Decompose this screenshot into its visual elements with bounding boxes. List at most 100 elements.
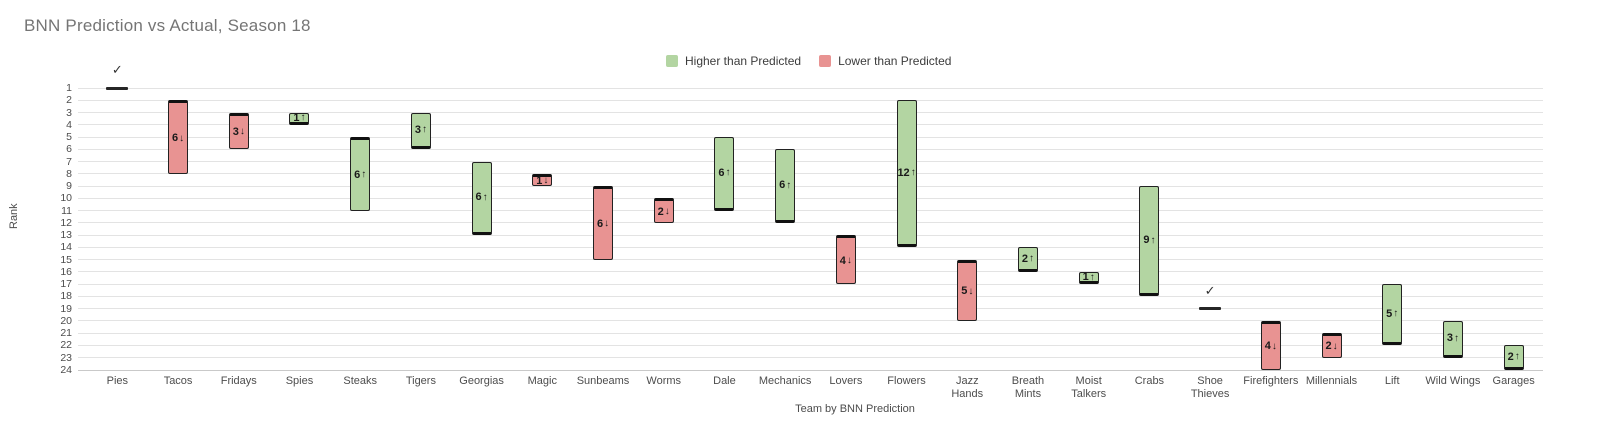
team-range-bar: 6 ↑ (714, 137, 735, 211)
x-axis-title: Team by BNN Prediction (795, 403, 915, 415)
team-range-bar: 6 ↑ (350, 137, 371, 211)
x-tick-team-label: Lovers (829, 375, 863, 387)
bar-change-label: 6 ↑ (779, 179, 792, 192)
team-range-bar: 5 ↓ (957, 259, 978, 321)
y-tick-label: 17 (60, 278, 72, 291)
team-range-bar: 4 ↓ (1260, 320, 1281, 370)
y-axis-title: Rank (8, 203, 20, 229)
bar-change-label: 6 ↓ (172, 132, 185, 145)
y-tick-label: 18 (60, 290, 72, 303)
legend-item: Higher than Predicted (666, 54, 801, 68)
grid-line (78, 124, 1543, 126)
y-tick-label: 23 (60, 351, 72, 364)
y-tick-label: 19 (60, 302, 72, 315)
bar-change-label: 2 ↓ (1325, 340, 1338, 353)
bar-change-label: 6 ↑ (718, 166, 731, 179)
legend-label: Lower than Predicted (838, 54, 952, 68)
grid-line (78, 357, 1543, 359)
bar-change-label: 5 ↓ (961, 285, 974, 298)
y-tick-label: 11 (61, 204, 72, 217)
bar-change-label: 4 ↓ (1264, 340, 1277, 353)
y-tick-label: 12 (60, 216, 72, 229)
checkmark-icon: ✓ (111, 62, 123, 77)
x-tick-team-label: Sunbeams (576, 375, 630, 387)
team-range-bar: 6 ↓ (168, 100, 189, 174)
team-range-bar: 6 ↑ (471, 161, 492, 236)
legend-item: Lower than Predicted (819, 54, 951, 68)
x-tick-team-label: Breath Mints (1011, 375, 1045, 400)
team-range-bar: 2 ↓ (653, 198, 674, 223)
team-range-bar: 1 ↓ (532, 173, 553, 187)
y-tick-label: 1 (66, 82, 72, 94)
grid-line (78, 295, 1543, 297)
grid-line (78, 271, 1543, 273)
team-range-bar: 6 ↑ (775, 149, 796, 223)
y-tick-label: 14 (60, 241, 72, 254)
x-tick-team-label: Lift (1384, 375, 1400, 387)
team-range-bar: 3 ↓ (228, 112, 249, 150)
legend-label: Higher than Predicted (685, 54, 802, 68)
grid-line (78, 369, 1543, 371)
x-tick-team-label: Fridays (220, 375, 257, 387)
x-tick-team-label: Magic (527, 375, 557, 387)
bar-change-label: 12 ↑ (897, 166, 916, 179)
grid-line (78, 246, 1543, 248)
chart-title: BNN Prediction vs Actual, Season 18 (24, 16, 311, 35)
bar-change-label: 5 ↑ (1386, 307, 1399, 320)
bar-change-label: 3 ↓ (232, 125, 245, 138)
y-tick-label: 4 (66, 118, 72, 131)
bar-change-label: 3 ↑ (1446, 332, 1459, 345)
x-tick-team-label: Flowers (887, 375, 926, 387)
team-range-bar: 2 ↑ (1017, 247, 1038, 272)
grid-line (78, 210, 1543, 212)
team-range-bar: 3 ↑ (410, 112, 431, 150)
x-tick-team-label: Firefighters (1243, 375, 1299, 387)
grid-line (78, 173, 1543, 175)
bar-change-label: 1 ↑ (293, 111, 306, 124)
bar-change-label: 2 ↑ (1021, 252, 1035, 265)
y-tick-label: 24 (60, 364, 72, 376)
y-tick-label: 2 (66, 94, 72, 107)
y-tick-label: 15 (60, 253, 72, 266)
x-tick-team-label: Pies (106, 375, 129, 387)
x-tick-team-label: Crabs (1134, 375, 1165, 387)
team-range-bar: 12 ↑ (896, 100, 917, 248)
grid-line (78, 87, 1543, 89)
y-tick-label: 3 (66, 106, 72, 119)
y-tick-label: 7 (66, 155, 72, 168)
x-tick-team-label: Tacos (163, 375, 193, 387)
team-range-bar: 1 ↑ (1078, 271, 1099, 285)
y-tick-label: 20 (60, 314, 72, 327)
grid-line (78, 234, 1543, 236)
team-range-bar: 6 ↓ (593, 186, 614, 260)
bar-change-label: 3 ↑ (414, 123, 427, 136)
grid-line (78, 222, 1543, 224)
grid-line (78, 283, 1543, 285)
team-range-bar: 2 ↓ (1321, 333, 1342, 358)
x-tick-team-label: Mechanics (758, 375, 812, 387)
x-tick-team-label: Spies (285, 375, 314, 387)
x-tick-team-label: Millennials (1305, 375, 1358, 387)
grid-line (78, 148, 1543, 150)
grid-line (78, 320, 1543, 322)
grid-line (78, 308, 1543, 310)
bar-change-label: 6 ↓ (596, 217, 610, 230)
x-tick-team-label: Garages (1492, 375, 1535, 387)
y-tick-label: 5 (66, 131, 72, 144)
grid-line (78, 185, 1543, 187)
exact-match-dash (106, 86, 129, 90)
x-tick-team-label: Dale (713, 375, 736, 387)
x-tick-team-label: Shoe Thieves (1190, 375, 1230, 400)
grid-line (78, 332, 1543, 334)
bar-change-label: 1 ↓ (536, 174, 549, 187)
bar-change-label: 6 ↑ (475, 191, 488, 204)
bar-change-label: 1 ↑ (1082, 271, 1095, 284)
team-range-bar: 5 ↑ (1382, 284, 1403, 346)
x-tick-team-label: Tigers (405, 375, 436, 387)
team-range-bar: 4 ↓ (835, 235, 856, 285)
bar-change-label: 4 ↓ (839, 254, 852, 267)
exact-match-dash (1199, 307, 1222, 311)
y-tick-label: 8 (66, 167, 72, 180)
legend-swatch-higher (666, 55, 678, 67)
